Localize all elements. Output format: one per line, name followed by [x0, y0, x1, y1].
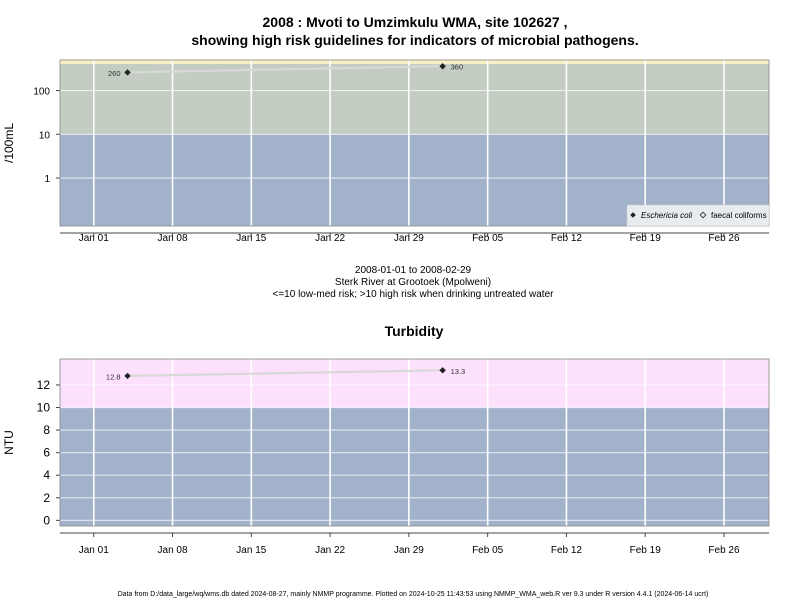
caption-risk-note: <=10 low-med risk; >10 high risk when dr… [273, 289, 555, 300]
series-line [127, 369, 443, 377]
series-turbidity: 12.8 13.3 [106, 367, 465, 382]
data-label: 260 [108, 69, 121, 78]
plot-frame [59, 59, 770, 227]
x-tick-label: Jan 22 [315, 233, 345, 244]
y-axis: 1 10 100 [33, 87, 60, 185]
data-point [124, 69, 131, 76]
caption-site-name: Sterk River at Grootoek (Mpolweni) [335, 277, 491, 288]
high-risk-top-strip [60, 60, 769, 64]
y-tick-label: 0 [43, 513, 50, 527]
footer-note: Data from D:/data_large/wq/wms.db dated … [118, 591, 709, 598]
y-tick-label: 10 [37, 401, 51, 415]
data-point [439, 63, 446, 70]
x-tick-label: Jan 01 [79, 233, 109, 244]
legend: Eschericia coli faecal coliforms [626, 204, 770, 227]
gridlines [60, 60, 769, 226]
high-risk-band [60, 359, 769, 408]
x-tick-label: Jan 29 [394, 545, 424, 556]
legend-label-faecal: faecal coliforms [711, 211, 767, 220]
low-risk-band [60, 407, 769, 526]
y-tick-label: 12 [37, 378, 51, 392]
y-axis: 0 2 4 6 8 10 12 [37, 378, 60, 527]
caption-date-range: 2008-01-01 to 2008-02-29 [355, 265, 472, 276]
x-tick-label: Jan 08 [158, 233, 188, 244]
x-tick-label: Feb 19 [630, 545, 662, 556]
x-tick-label: Feb 26 [708, 545, 740, 556]
y-tick-label: 4 [43, 468, 50, 482]
y-axis-label: /100mL [2, 123, 16, 163]
x-tick-label: Jan 01 [79, 545, 109, 556]
gridlines [60, 359, 769, 526]
x-tick-label: Jan 22 [315, 545, 345, 556]
series-ecoli: 260 360 [108, 63, 463, 78]
x-tick-label: Feb 19 [630, 233, 662, 244]
data-point [124, 372, 131, 380]
microbial-panel: 1 10 100 Jan 01 Jan 08 Jan 15 Jan 22 Jan 29 Feb… [2, 59, 770, 244]
x-tick-label: Jan 15 [236, 233, 266, 244]
x-tick-label: Jan 08 [158, 545, 188, 556]
y-tick-label: 2 [43, 491, 50, 505]
y-tick-label: 100 [33, 87, 50, 98]
x-tick-label: Feb 05 [472, 233, 504, 244]
x-axis: Jan 01 Jan 08 Jan 15 Jan 22 Jan 29 Feb 05 Feb … [60, 532, 769, 556]
x-tick-label: Feb 26 [708, 233, 740, 244]
main-title-line1: 2008 : Mvoti to Umzimkulu WMA, site 1026… [263, 14, 568, 30]
x-tick-label: Feb 12 [551, 545, 583, 556]
y-tick-label: 6 [43, 446, 50, 460]
y-axis-label: NTU [2, 430, 16, 455]
y-tick-label: 8 [43, 423, 50, 437]
data-label: 12.8 [106, 372, 121, 381]
legend-label-ecoli: Eschericia coli [641, 211, 692, 220]
x-axis: Jan 01 Jan 08 Jan 15 Jan 22 Jan 29 Feb 05 Feb … [60, 232, 769, 244]
data-label: 360 [451, 63, 464, 72]
x-tick-label: Feb 05 [472, 545, 504, 556]
series-line [127, 65, 443, 74]
x-tick-label: Jan 15 [236, 545, 266, 556]
turbidity-title: Turbidity [385, 323, 444, 339]
data-label: 13.3 [451, 367, 466, 376]
turbidity-panel: 0 2 4 6 8 10 12 Jan 01 Jan 08 Jan 15 Jan 22 Jan 29… [2, 358, 770, 556]
legend-marker-ecoli [630, 212, 636, 218]
x-tick-label: Jan 29 [394, 233, 424, 244]
data-point [439, 367, 446, 374]
x-tick-label: Feb 12 [551, 233, 583, 244]
legend-marker-faecal [699, 211, 707, 219]
plot-frame [59, 358, 770, 527]
y-tick-label: 10 [39, 130, 51, 141]
main-title-line2: showing high risk guidelines for indicat… [191, 32, 638, 48]
legend-box [626, 204, 770, 227]
y-tick-label: 1 [44, 174, 50, 185]
